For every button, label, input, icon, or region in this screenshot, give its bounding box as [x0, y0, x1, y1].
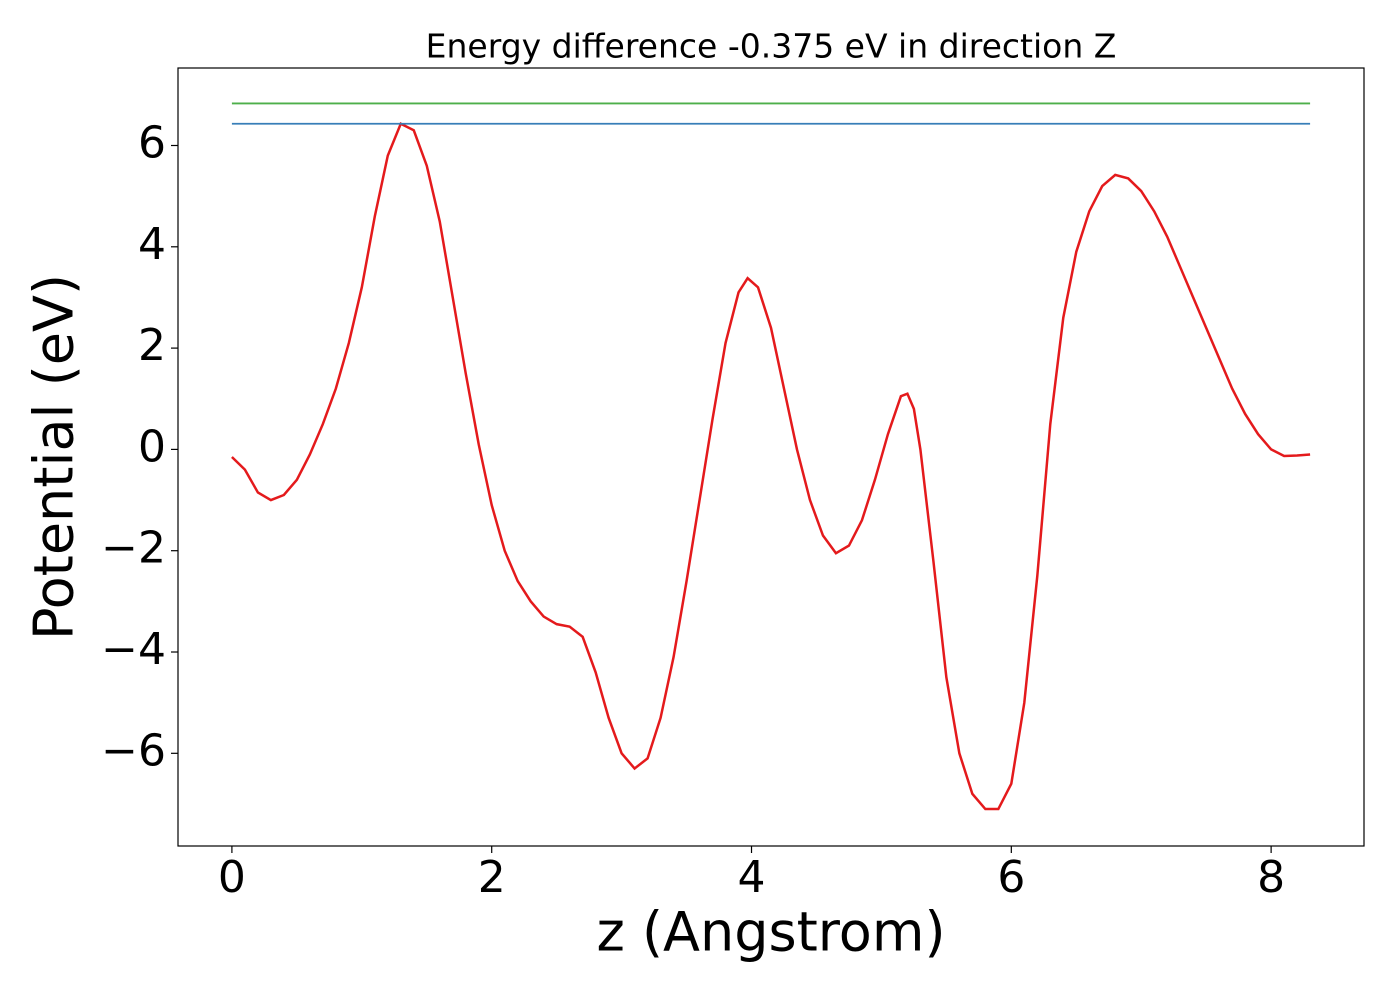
y-tick-label: −2: [101, 523, 166, 574]
y-tick-label: 2: [138, 320, 166, 371]
x-tick-label: 2: [478, 852, 506, 903]
y-tick-label: 0: [138, 421, 166, 472]
data-line: [231, 121, 1311, 811]
y-tick-label: −4: [101, 624, 166, 675]
chart-title: Energy difference -0.375 eV in direction…: [426, 27, 1117, 66]
x-axis-label: z (Angstrom): [596, 901, 945, 964]
y-tick-label: 4: [138, 219, 166, 270]
x-tick-label: 8: [1257, 852, 1285, 903]
x-tick-label: 6: [997, 852, 1025, 903]
y-axis-label: Potential (eV): [23, 274, 86, 640]
y-tick-label: 6: [138, 117, 166, 168]
x-tick-label: 0: [218, 852, 246, 903]
plot-frame: [177, 67, 1365, 847]
x-tick-label: 4: [738, 852, 766, 903]
y-tick-label: −6: [101, 725, 166, 776]
